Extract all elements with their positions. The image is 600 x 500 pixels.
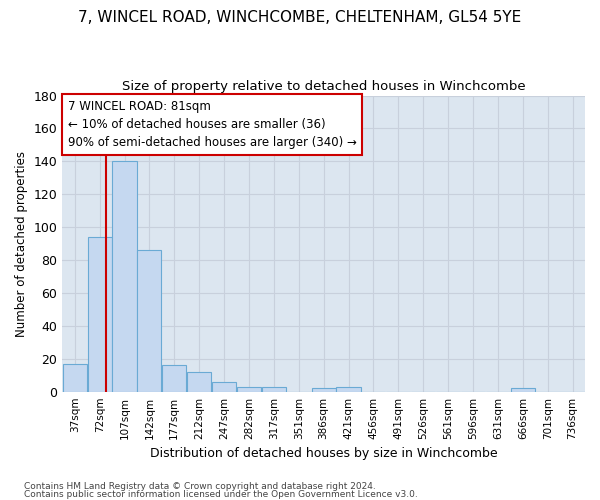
Bar	[137, 250, 161, 392]
Bar	[162, 366, 187, 392]
Bar	[237, 386, 261, 392]
Bar	[511, 388, 535, 392]
Text: Contains public sector information licensed under the Open Government Licence v3: Contains public sector information licen…	[24, 490, 418, 499]
X-axis label: Distribution of detached houses by size in Winchcombe: Distribution of detached houses by size …	[150, 447, 497, 460]
Bar	[88, 237, 112, 392]
Bar	[311, 388, 336, 392]
Text: 7, WINCEL ROAD, WINCHCOMBE, CHELTENHAM, GL54 5YE: 7, WINCEL ROAD, WINCHCOMBE, CHELTENHAM, …	[79, 10, 521, 25]
Bar	[262, 386, 286, 392]
Title: Size of property relative to detached houses in Winchcombe: Size of property relative to detached ho…	[122, 80, 526, 93]
Text: Contains HM Land Registry data © Crown copyright and database right 2024.: Contains HM Land Registry data © Crown c…	[24, 482, 376, 491]
Bar	[112, 162, 137, 392]
Bar	[62, 364, 87, 392]
Text: 7 WINCEL ROAD: 81sqm
← 10% of detached houses are smaller (36)
90% of semi-detac: 7 WINCEL ROAD: 81sqm ← 10% of detached h…	[68, 100, 356, 149]
Bar	[337, 386, 361, 392]
Bar	[212, 382, 236, 392]
Bar	[187, 372, 211, 392]
Y-axis label: Number of detached properties: Number of detached properties	[15, 150, 28, 336]
